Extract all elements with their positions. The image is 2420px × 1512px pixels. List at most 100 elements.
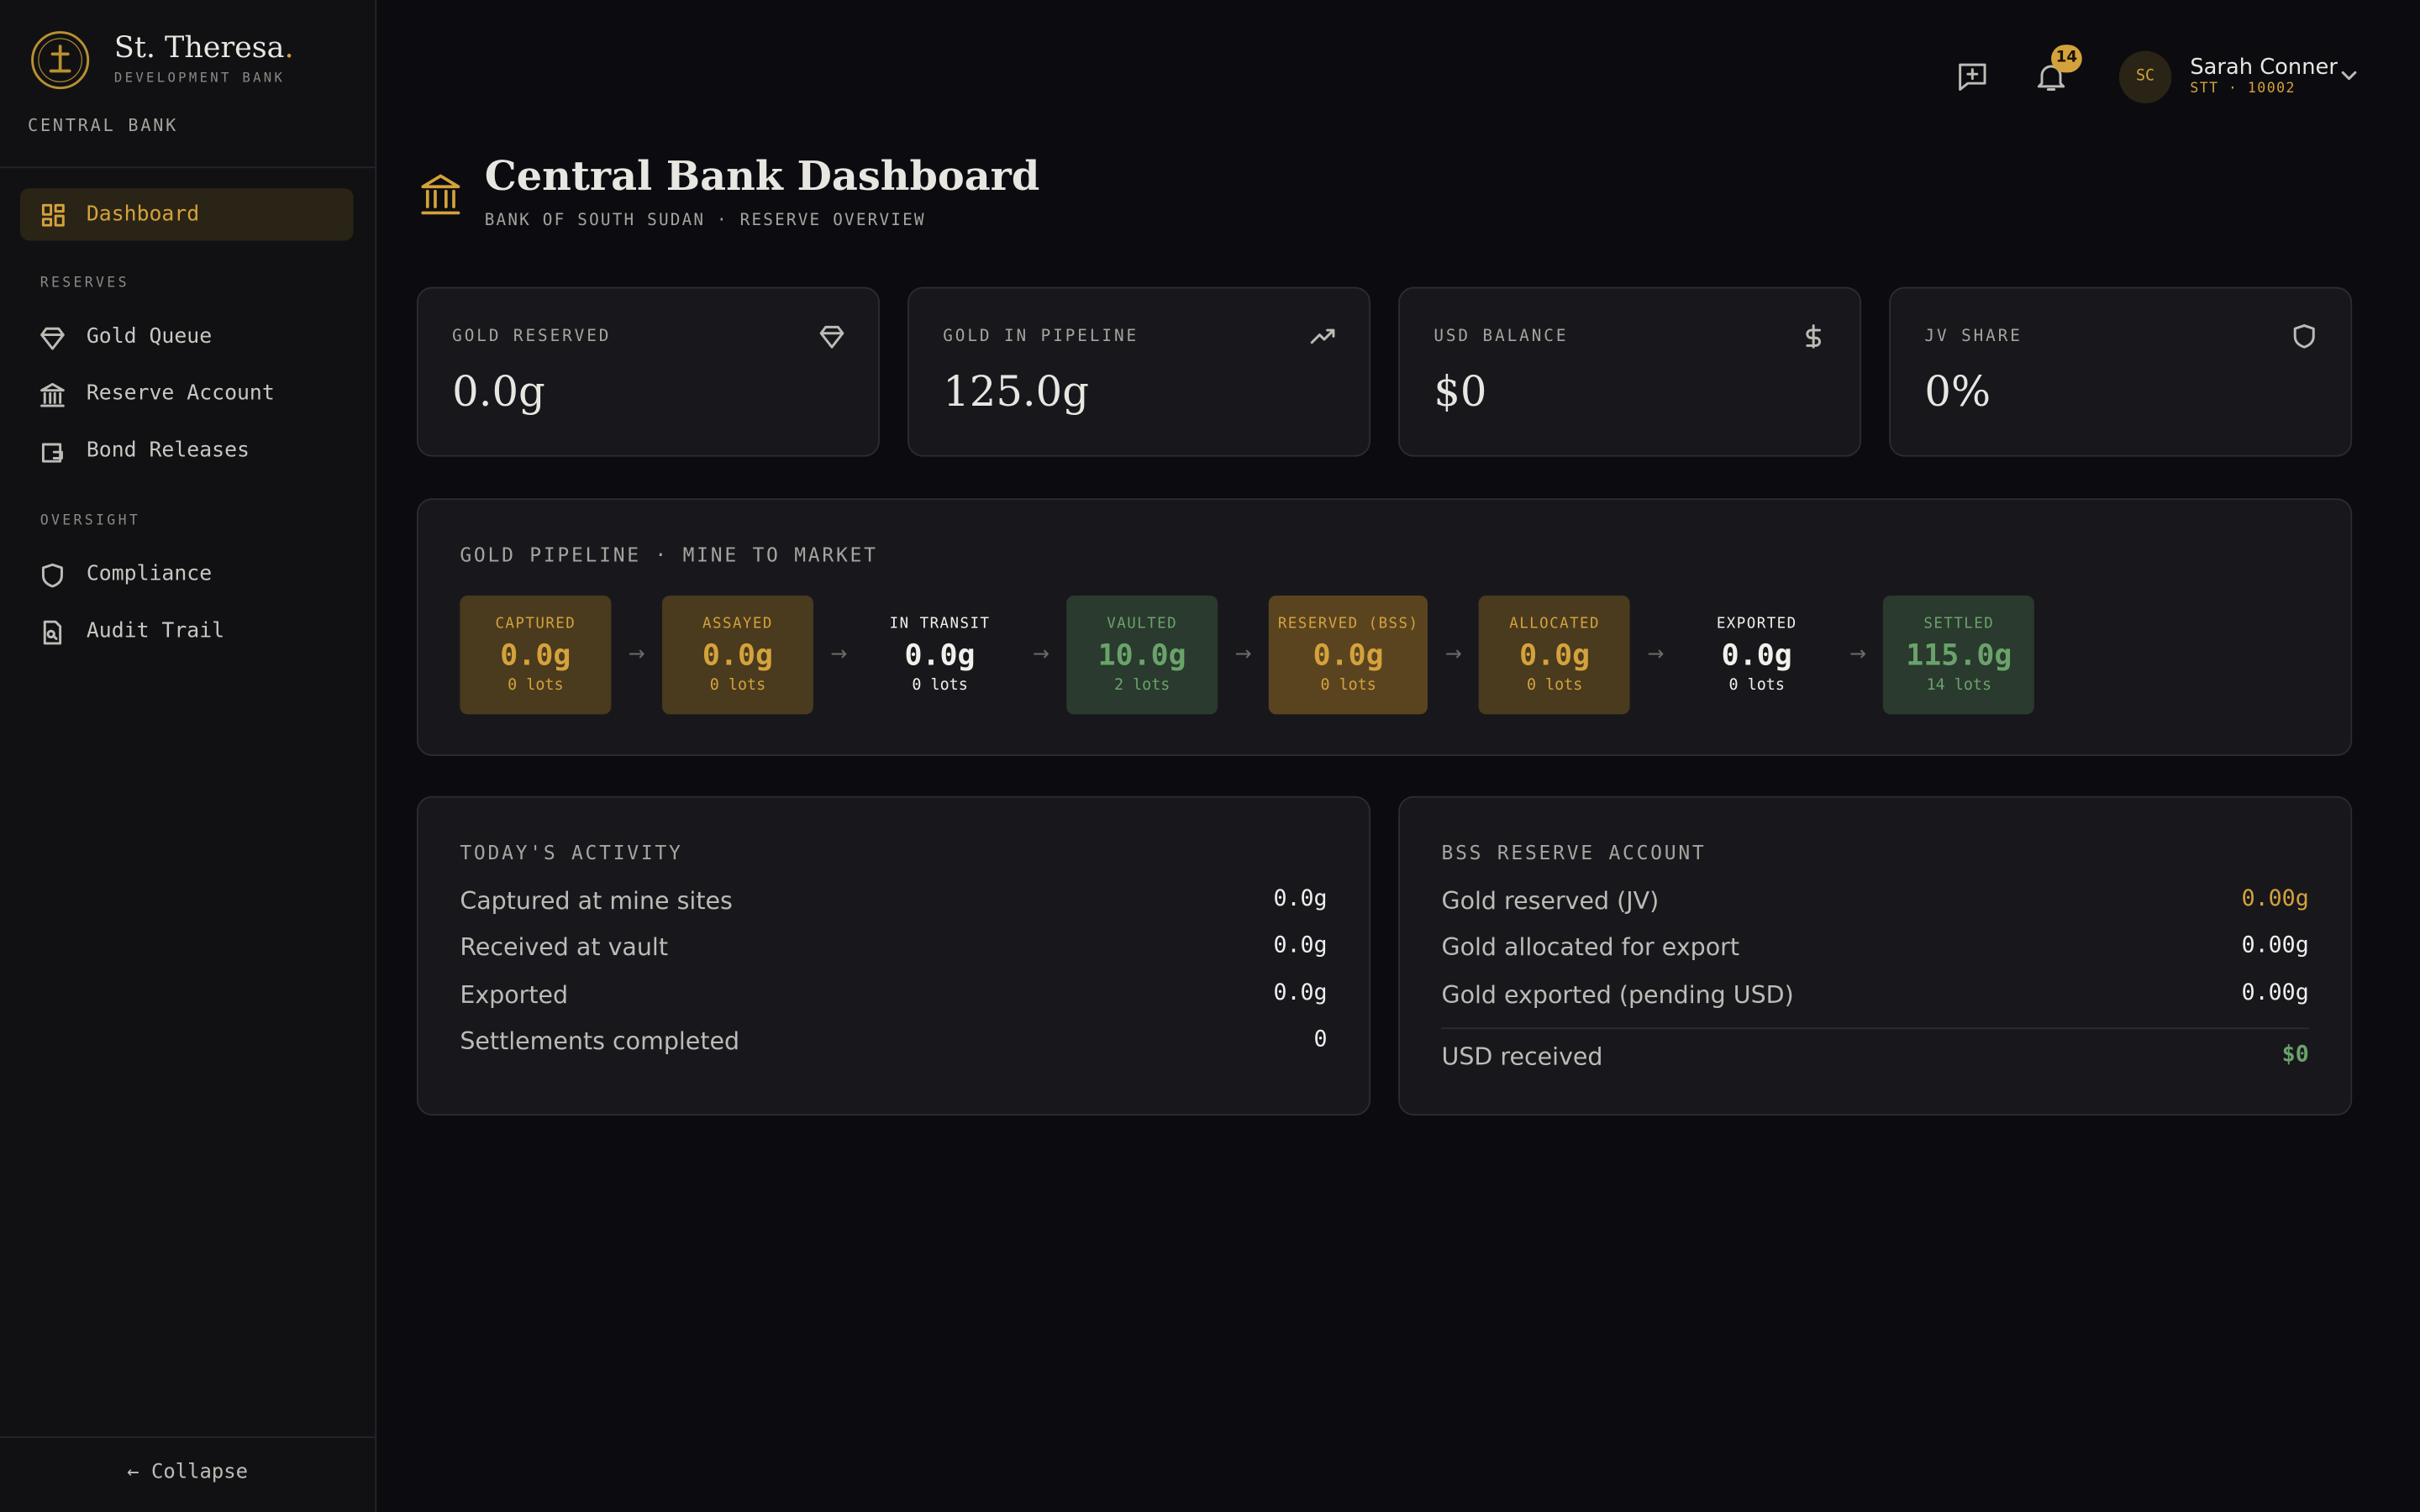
row: USD received $0 [1442,1043,2309,1071]
arrow: → [1444,643,1462,667]
stage-lots: 0 lots [508,677,564,695]
stage-value: 0.0g [1313,638,1384,673]
stage: SETTLED 115.0g 14 lots [1883,595,2035,715]
stage-label: CAPTURED [495,615,576,633]
stage-lots: 0 lots [1320,677,1376,695]
stage-value: 0.0g [1721,638,1792,673]
brand-dot: . [284,30,294,66]
stat-card: GOLD IN PIPELINE 125.0g [908,286,1371,457]
stage-value: 0.0g [1519,638,1591,673]
row-value: $0 [2281,1042,2309,1068]
stat-card: GOLD RESERVED 0.0g [416,286,880,457]
row-label: Captured at mine sites [460,887,733,916]
stat-label: JV SHARE [1924,327,2023,346]
nav-item[interactable]: Reserve Account [86,381,275,407]
collapse[interactable]: ← Collapse [127,1461,249,1484]
stage-lots: 0 lots [912,677,968,695]
stat-value: 0.0g [452,368,545,417]
row-label: Received at vault [460,933,669,962]
stage: EXPORTED 0.0g 0 lots [1681,596,1833,714]
arrow: → [628,643,645,667]
stage: CAPTURED 0.0g 0 lots [460,595,612,715]
user-id: STT · 10002 [2190,81,2296,97]
stage-lots: 0 lots [709,677,766,695]
card-title: TODAY'S ACTIVITY [460,841,683,864]
row: Exported 0.0g [460,981,1327,1009]
nav-group-label: OVERSIGHT [39,513,141,530]
row-value: 0.0g [1273,933,1328,958]
activity-card: TODAY'S ACTIVITY Captured at mine sites 0… [416,795,1371,1116]
stage-value: 115.0g [1906,638,2012,673]
stage-label: IN TRANSIT [889,615,991,633]
row-label: Gold exported (pending USD) [1441,981,1794,1010]
badge: 14 [2051,45,2082,73]
stat-card: JV SHARE 0% [1889,286,2353,457]
page-subtitle: BANK OF SOUTH SUDAN · RESERVE OVERVIEW [484,211,926,230]
stat-value: 0% [1924,368,1991,417]
nav-item[interactable]: Bond Releases [86,438,250,464]
icon [41,443,63,463]
pipeline-card: GOLD PIPELINE · MINE TO MARKET CAPTURED 0… [416,498,2353,757]
row-label: Gold reserved (JV) [1441,887,1660,916]
stage-lots: 2 lots [1114,677,1171,695]
icon [41,203,65,227]
arrow: → [1234,643,1252,667]
stage-label: ASSAYED [702,615,773,633]
stage-lots: 0 lots [1728,677,1785,695]
brand-subtitle: DEVELOPMENT BANK [113,71,286,87]
stage: IN TRANSIT 0.0g 0 lots [865,596,1016,714]
card-title: GOLD PIPELINE · MINE TO MARKET [460,543,878,567]
divider [0,166,376,169]
icon [2293,324,2315,349]
stage-value: 0.0g [500,638,571,673]
row-value: 0 [1313,1027,1328,1053]
stage-lots: 0 lots [1526,677,1583,695]
row: Gold allocated for export 0.00g [1442,933,2309,961]
arrow: → [1849,643,1867,667]
stage-value: 0.0g [702,638,773,673]
stage-label: RESERVED (BSS) [1277,615,1419,633]
logo [31,31,90,90]
nav-item[interactable]: Gold Queue [86,323,213,349]
row-value: 0.00g [2241,981,2309,1006]
row-label: Exported [460,981,569,1010]
row: Gold exported (pending USD) 0.00g [1442,981,2309,1009]
stage-value: 0.0g [904,638,976,673]
row-label: Gold allocated for export [1441,933,1740,962]
stat-label: GOLD RESERVED [452,327,612,346]
nav-label: Dashboard [86,202,200,228]
stage-label: EXPORTED [1716,615,1797,633]
row-value: 0.00g [2241,933,2309,958]
avatar[interactable]: SC [2118,50,2172,104]
row-label: Settlements completed [460,1027,740,1056]
stat-value: $0 [1434,368,1487,417]
row: Captured at mine sites 0.0g [460,887,1327,915]
nav-item[interactable]: Compliance [86,561,213,586]
chevron[interactable] [2341,70,2357,82]
arrow: → [1647,643,1665,667]
divider [0,1436,376,1438]
stat-label: GOLD IN PIPELINE [943,327,1139,346]
row-label: USD received [1441,1042,1603,1071]
icon [40,327,65,350]
section-label: CENTRAL BANK [28,115,179,136]
stage-label: SETTLED [1923,615,1995,633]
nav-active[interactable]: Dashboard [19,188,354,241]
icon [40,382,65,407]
card-title: BSS RESERVE ACCOUNT [1441,841,1707,864]
divider [1441,1027,2309,1030]
nav-item[interactable]: Audit Trail [86,618,225,643]
message-icon[interactable] [1957,61,1988,92]
icon [43,620,62,645]
bank-icon [421,174,460,215]
stage-lots: 14 lots [1926,677,1992,695]
stage-value: 10.0g [1097,638,1186,673]
user-name[interactable]: Sarah Conner [2190,55,2338,81]
stage: ALLOCATED 0.0g 0 lots [1479,595,1631,715]
arrow: → [1032,643,1050,667]
row: Received at vault 0.0g [460,933,1327,961]
row-value: 0.0g [1273,981,1328,1006]
page-title: Central Bank Dashboard [484,154,1040,201]
row: Gold reserved (JV) 0.00g [1442,887,2309,915]
